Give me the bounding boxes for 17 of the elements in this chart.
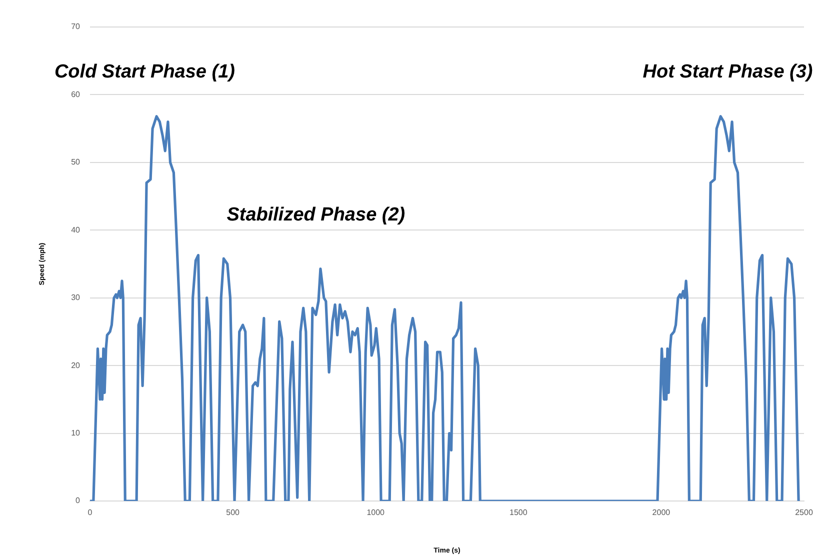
y-tick-label: 60 <box>71 90 81 99</box>
y-tick-label: 20 <box>71 360 81 370</box>
y-tick-label: 10 <box>71 428 81 438</box>
annotation: Cold Start Phase (1) <box>54 61 235 82</box>
x-tick-label: 500 <box>226 508 240 518</box>
y-tick-label: 30 <box>71 293 81 302</box>
x-tick-label: 1500 <box>510 508 528 518</box>
y-tick-label: 40 <box>71 225 81 234</box>
y-tick-label: 0 <box>76 496 81 506</box>
x-tick-label: 0 <box>88 508 93 518</box>
y-tick-label: 70 <box>71 22 81 32</box>
x-tick-label: 2500 <box>795 508 814 518</box>
annotation: Stabilized Phase (2) <box>226 204 406 226</box>
y-tick-label: 50 <box>71 158 81 167</box>
x-tick-label: 2000 <box>652 508 671 518</box>
annotation: Hot Start Phase (3) <box>642 61 813 82</box>
x-tick-label: 1000 <box>366 508 386 518</box>
